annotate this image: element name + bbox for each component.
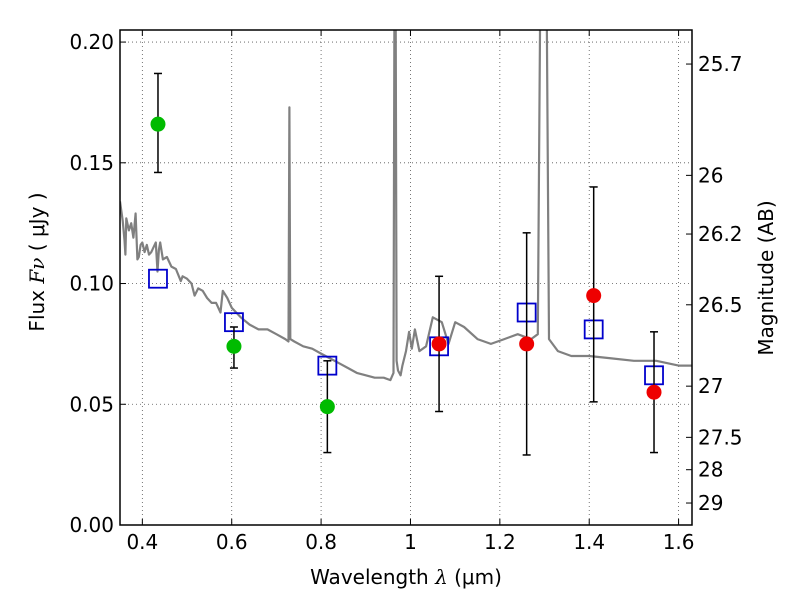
x-tick-label: 1 bbox=[404, 530, 417, 554]
magnitude-tick-label: 26 bbox=[698, 163, 723, 187]
plot-area bbox=[120, 30, 692, 382]
model-square-marker bbox=[148, 268, 168, 289]
y-tick-label: 0.05 bbox=[69, 392, 114, 416]
markers bbox=[148, 72, 664, 456]
x-tick-label: 1.4 bbox=[573, 530, 605, 554]
model-spectrum-line bbox=[120, 30, 692, 382]
magnitude-tick-label: 27 bbox=[698, 374, 723, 398]
observed-point bbox=[586, 288, 602, 304]
x-tick-label: 1.6 bbox=[663, 530, 695, 554]
y-axis-title: Flux Fν ( μJy ) bbox=[25, 192, 49, 331]
magnitude-tick-label: 28 bbox=[698, 458, 723, 482]
observed-point bbox=[150, 116, 166, 132]
x-tick-label: 0.8 bbox=[305, 530, 337, 554]
observed-point bbox=[431, 336, 447, 352]
observed-point bbox=[519, 336, 535, 352]
observed-point bbox=[319, 399, 335, 415]
y-tick-label: 0.00 bbox=[69, 513, 114, 537]
x-tick-label: 0.6 bbox=[216, 530, 248, 554]
observed-point bbox=[226, 338, 242, 354]
axes: 0.4 0.6 0.8 1 1.2 1.4 1.6 0.00 0.05 0.10 0.15 0.20 2… bbox=[69, 30, 743, 554]
magnitude-tick-label: 25.7 bbox=[698, 52, 743, 76]
y-tick-label: 0.15 bbox=[69, 151, 114, 175]
y-tick-label: 0.20 bbox=[69, 30, 114, 54]
x-tick-label: 0.4 bbox=[126, 530, 158, 554]
x-tick-label: 1.2 bbox=[484, 530, 516, 554]
y2-axis-title: Magnitude (AB) bbox=[754, 200, 778, 355]
y-tick-label: 0.10 bbox=[69, 272, 114, 296]
observed-point bbox=[646, 384, 662, 400]
plot-background bbox=[120, 30, 692, 525]
x-axis-title: Wavelength λ (μm) bbox=[310, 565, 502, 589]
magnitude-tick-label: 26.2 bbox=[698, 222, 743, 246]
magnitude-tick-label: 29 bbox=[698, 491, 723, 515]
magnitude-tick-label: 27.5 bbox=[698, 425, 743, 449]
magnitude-tick-label: 26.5 bbox=[698, 293, 743, 317]
plot-frame bbox=[119, 29, 693, 526]
